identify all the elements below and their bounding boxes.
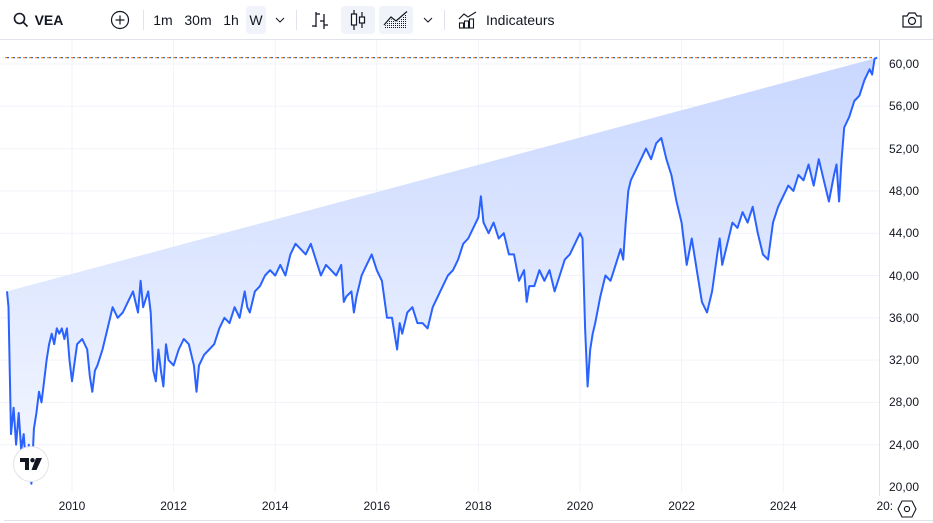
toolbar-divider	[143, 10, 144, 30]
time-axis-label: 2020	[566, 499, 594, 513]
interval-30m[interactable]: 30m	[181, 6, 215, 34]
chevron-down-icon	[275, 17, 285, 23]
toolbar-divider	[296, 10, 297, 30]
price-axis-label: 48,00	[888, 183, 919, 198]
time-axis-label: 2010	[58, 499, 86, 513]
indicators-label: Indicateurs	[486, 12, 555, 28]
price-axis-label: 32,00	[888, 353, 919, 368]
price-line	[6, 56, 878, 485]
interval-label: 1h	[223, 12, 239, 28]
compare-symbol-button[interactable]	[107, 6, 133, 34]
price-axis-label: 52,00	[888, 141, 919, 156]
price-axis-label: 44,00	[888, 226, 919, 241]
chart-bottom-border	[4, 520, 933, 521]
chevron-down-icon	[423, 17, 433, 23]
candles-chart-type-button[interactable]	[341, 6, 375, 34]
interval-label: W	[249, 12, 263, 28]
price-area-fill	[7, 57, 878, 484]
interval-label: 30m	[184, 12, 212, 28]
price-axis-label: 40,00	[888, 268, 919, 283]
tradingview-logo[interactable]	[14, 447, 48, 481]
price-axis-label: 36,00	[888, 310, 919, 325]
time-axis-label: 2022	[668, 499, 695, 513]
symbol-search-button[interactable]: VEA	[8, 6, 68, 34]
camera-icon	[902, 12, 922, 28]
time-axis-label: 20:	[876, 499, 894, 513]
search-icon	[13, 12, 28, 28]
interval-w[interactable]: W	[246, 6, 266, 34]
time-axis-label: 2016	[363, 499, 391, 513]
price-axis-label: 28,00	[888, 395, 919, 410]
time-axis-label: 2018	[465, 499, 492, 513]
indicators-button[interactable]: Indicateurs	[454, 6, 562, 34]
price-axis-label: 24,00	[888, 437, 919, 452]
area-chart-type-button[interactable]	[379, 6, 413, 34]
bar-chart-icon	[312, 12, 328, 29]
time-axis-label: 2024	[769, 499, 797, 513]
interval-1m[interactable]: 1m	[150, 6, 176, 34]
tradingview-logo-icon	[20, 458, 42, 470]
chart-type-dropdown[interactable]	[418, 6, 438, 34]
interval-1h[interactable]: 1h	[219, 6, 243, 34]
price-axis-label: 20,00	[888, 480, 919, 494]
chart-toolbar: VEA 1m 30m 1h W Indicateurs	[0, 0, 933, 40]
interval-label: 1m	[153, 12, 173, 28]
price-axis-label: 60,00	[888, 57, 919, 71]
interval-dropdown[interactable]	[270, 6, 290, 34]
time-axis-label: 2014	[261, 499, 289, 513]
chart-settings-button[interactable]	[897, 500, 917, 518]
time-axis-label: 2012	[160, 499, 187, 513]
candlestick-icon	[350, 10, 366, 30]
snapshot-button[interactable]	[898, 6, 926, 34]
settings-icon	[897, 500, 917, 518]
indicators-icon	[458, 11, 477, 29]
price-axis-label: 56,00	[888, 99, 919, 114]
toolbar-divider	[444, 10, 445, 30]
plus-circle-icon	[110, 10, 130, 30]
symbol-name: VEA	[34, 12, 64, 28]
area-chart-icon	[383, 11, 408, 28]
bars-chart-type-button[interactable]	[306, 6, 334, 34]
